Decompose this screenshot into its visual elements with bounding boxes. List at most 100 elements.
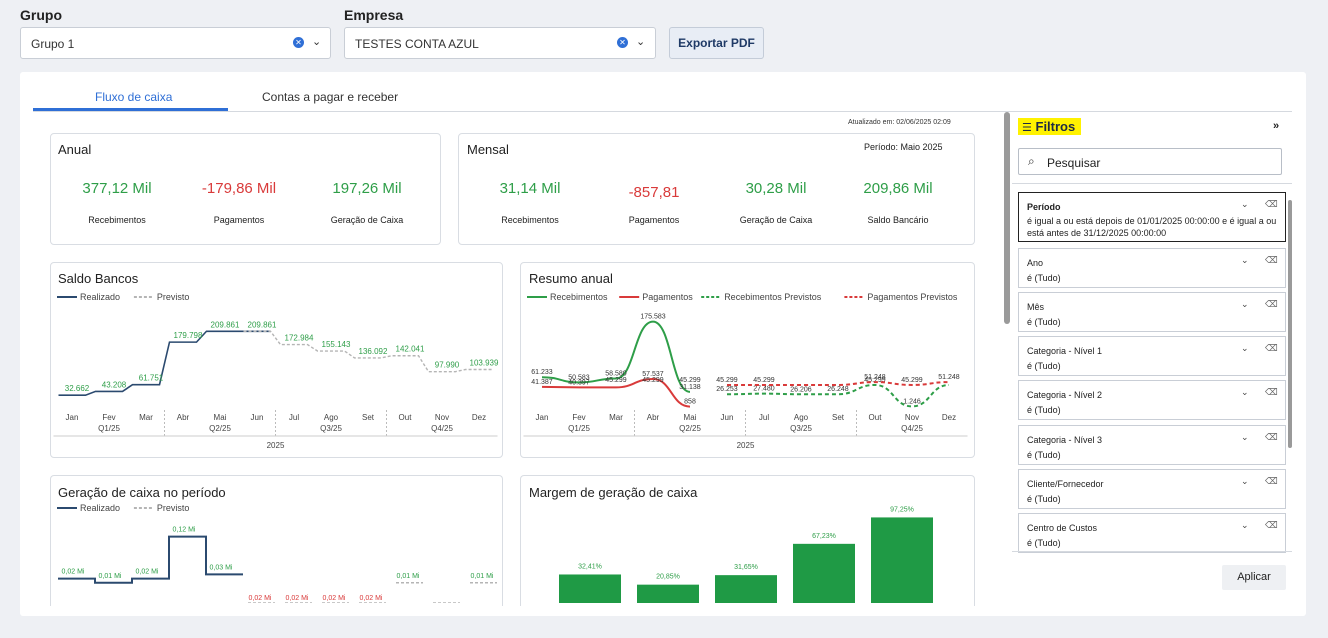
- eraser-icon[interactable]: ⌫: [1265, 343, 1278, 353]
- search-icon: ⌕: [1028, 154, 1035, 168]
- bar-label: 67,23%: [812, 533, 836, 540]
- chevron-down-icon[interactable]: ⌄: [1241, 476, 1249, 486]
- x-tick-label: Ago: [324, 413, 339, 422]
- x-tick-label: Jun: [251, 413, 264, 422]
- x-tick-label: Jan: [536, 413, 549, 422]
- mensal-recebimentos-value: 31,14 Mil: [499, 180, 561, 197]
- filter-name: Período: [1027, 202, 1061, 212]
- eraser-icon[interactable]: ⌫: [1265, 387, 1278, 397]
- apply-filters-button[interactable]: Aplicar: [1222, 565, 1286, 590]
- quarter-label: Q2/25: [209, 424, 231, 433]
- filter-search-input[interactable]: ⌕ Pesquisar: [1018, 148, 1282, 175]
- data-label: 0,01 Mi: [471, 573, 494, 580]
- data-label: 61.751: [139, 374, 164, 383]
- resumo-anual-chart: Recebimentos Pagamentos Recebimentos Previ…: [523, 292, 968, 450]
- data-label: 58.580: [605, 371, 627, 378]
- data-label: 0,12 Mi: [173, 527, 196, 534]
- anual-geracao-value: 197,26 Mil: [332, 180, 402, 197]
- data-label: 51.248: [864, 374, 886, 381]
- anual-pagamentos-value: -179,86 Mil: [201, 180, 277, 197]
- mensal-title: Mensal: [467, 142, 509, 157]
- x-tick-label: Nov: [435, 413, 449, 422]
- eraser-icon[interactable]: ⌫: [1265, 299, 1278, 309]
- export-pdf-button[interactable]: Exportar PDF: [669, 27, 764, 59]
- eraser-icon[interactable]: ⌫: [1265, 432, 1278, 442]
- saldo-bancos-title: Saldo Bancos: [58, 271, 139, 286]
- x-tick-label: Abr: [177, 413, 190, 422]
- data-label: 45.299: [716, 377, 738, 384]
- chevron-down-icon[interactable]: ⌄: [312, 36, 322, 48]
- anual-recebimentos-value: 377,12 Mil: [82, 180, 152, 197]
- tab-divider: [33, 111, 1292, 112]
- x-tick-label: Ago: [794, 413, 809, 422]
- anual-geracao-label: Geração de Caixa: [330, 215, 404, 225]
- chevron-down-icon[interactable]: ⌄: [636, 36, 646, 48]
- grupo-select[interactable]: Grupo 1 ✕ ⌄: [20, 27, 331, 59]
- previsto-line: [243, 330, 493, 373]
- quarter-label: Q2/25: [679, 424, 701, 433]
- x-tick-label: Mai: [214, 413, 227, 422]
- chevron-down-icon[interactable]: ⌄: [1241, 343, 1249, 353]
- anual-pagamentos-label: Pagamentos: [213, 215, 265, 225]
- filter-value: é (Tudo): [1027, 317, 1061, 327]
- data-label: 57.537: [642, 371, 664, 378]
- series-line: [541, 378, 691, 408]
- filters-title: ☰ Filtros: [1018, 118, 1082, 135]
- x-tick-label: Mar: [609, 413, 623, 422]
- eraser-icon[interactable]: ⌫: [1265, 520, 1278, 530]
- active-tab-indicator: [33, 108, 228, 111]
- filter-name: Mês: [1027, 302, 1045, 312]
- eraser-icon[interactable]: ⌫: [1265, 199, 1278, 209]
- data-label: 41.387: [531, 379, 553, 386]
- margem-title: Margem de geração de caixa: [529, 485, 698, 500]
- data-label: 172.984: [285, 334, 314, 343]
- eraser-icon[interactable]: ⌫: [1265, 476, 1278, 486]
- filter-card[interactable]: Ano ⌄ ⌫ é (Tudo): [1018, 248, 1286, 288]
- series-line: [726, 383, 950, 408]
- filter-card[interactable]: Mês ⌄ ⌫ é (Tudo): [1018, 292, 1286, 332]
- legend-label: Previsto: [157, 292, 190, 302]
- chevron-down-icon[interactable]: ⌄: [1241, 199, 1249, 209]
- data-label: 0,01 Mi: [397, 573, 420, 580]
- filter-name: Categoria - Nível 1: [1027, 346, 1103, 356]
- filter-card[interactable]: Categoria - Nível 3 ⌄ ⌫ é (Tudo): [1018, 425, 1286, 465]
- tab-fluxo-de-caixa[interactable]: Fluxo de caixa: [95, 90, 173, 104]
- filter-name: Ano: [1027, 258, 1044, 268]
- saldo-bancos-card: [50, 262, 503, 458]
- filter-card[interactable]: Categoria - Nível 1 ⌄ ⌫ é (Tudo): [1018, 336, 1286, 376]
- data-label: 155.143: [322, 340, 351, 349]
- empresa-select[interactable]: TESTES CONTA AZUL ✕ ⌄: [344, 27, 656, 59]
- bar: [715, 575, 777, 603]
- filter-card[interactable]: Categoria - Nível 2 ⌄ ⌫ é (Tudo): [1018, 380, 1286, 420]
- clear-icon[interactable]: ✕: [617, 37, 628, 48]
- data-label: 0,01 Mi: [99, 573, 122, 580]
- collapse-filters-icon[interactable]: »: [1273, 120, 1280, 132]
- filters-scrollbar[interactable]: [1288, 200, 1292, 448]
- data-label: 45.299: [679, 377, 701, 384]
- tab-contas-a-pagar-e-receber[interactable]: Contas a pagar e receber: [262, 90, 399, 104]
- chevron-down-icon[interactable]: ⌄: [1241, 520, 1249, 530]
- series-line: [541, 320, 691, 393]
- x-tick-label: Fev: [102, 413, 115, 422]
- filter-name: Centro de Custos: [1027, 523, 1098, 533]
- eraser-icon[interactable]: ⌫: [1265, 255, 1278, 265]
- report-scrollbar[interactable]: [1004, 112, 1010, 324]
- clear-icon[interactable]: ✕: [293, 37, 304, 48]
- filter-name: Categoria - Nível 2: [1027, 390, 1103, 400]
- filter-card[interactable]: Período ⌄ ⌫ é igual a ou está depois de 01/…: [1018, 192, 1286, 242]
- bar-label: 32,41%: [578, 563, 602, 570]
- quarter-label: Q1/25: [98, 424, 120, 433]
- data-label: 45.299: [605, 377, 627, 384]
- quarter-label: Q4/25: [901, 424, 923, 433]
- filter-card[interactable]: Cliente/Fornecedor ⌄ ⌫ é (Tudo): [1018, 469, 1286, 509]
- chevron-down-icon[interactable]: ⌄: [1241, 432, 1249, 442]
- x-tick-label: Fev: [572, 413, 585, 422]
- chevron-down-icon[interactable]: ⌄: [1241, 387, 1249, 397]
- chevron-down-icon[interactable]: ⌄: [1241, 299, 1249, 309]
- empresa-label: Empresa: [344, 7, 404, 23]
- filter-value: é (Tudo): [1027, 538, 1061, 548]
- chevron-down-icon[interactable]: ⌄: [1241, 255, 1249, 265]
- geracao-caixa-chart: Realizado Previsto 0,02 Mi 0,01 Mi 0,02 Mi 0,…: [57, 503, 497, 603]
- data-label: 0,02 Mi: [360, 595, 383, 602]
- filter-card[interactable]: Centro de Custos ⌄ ⌫ é (Tudo): [1018, 513, 1286, 553]
